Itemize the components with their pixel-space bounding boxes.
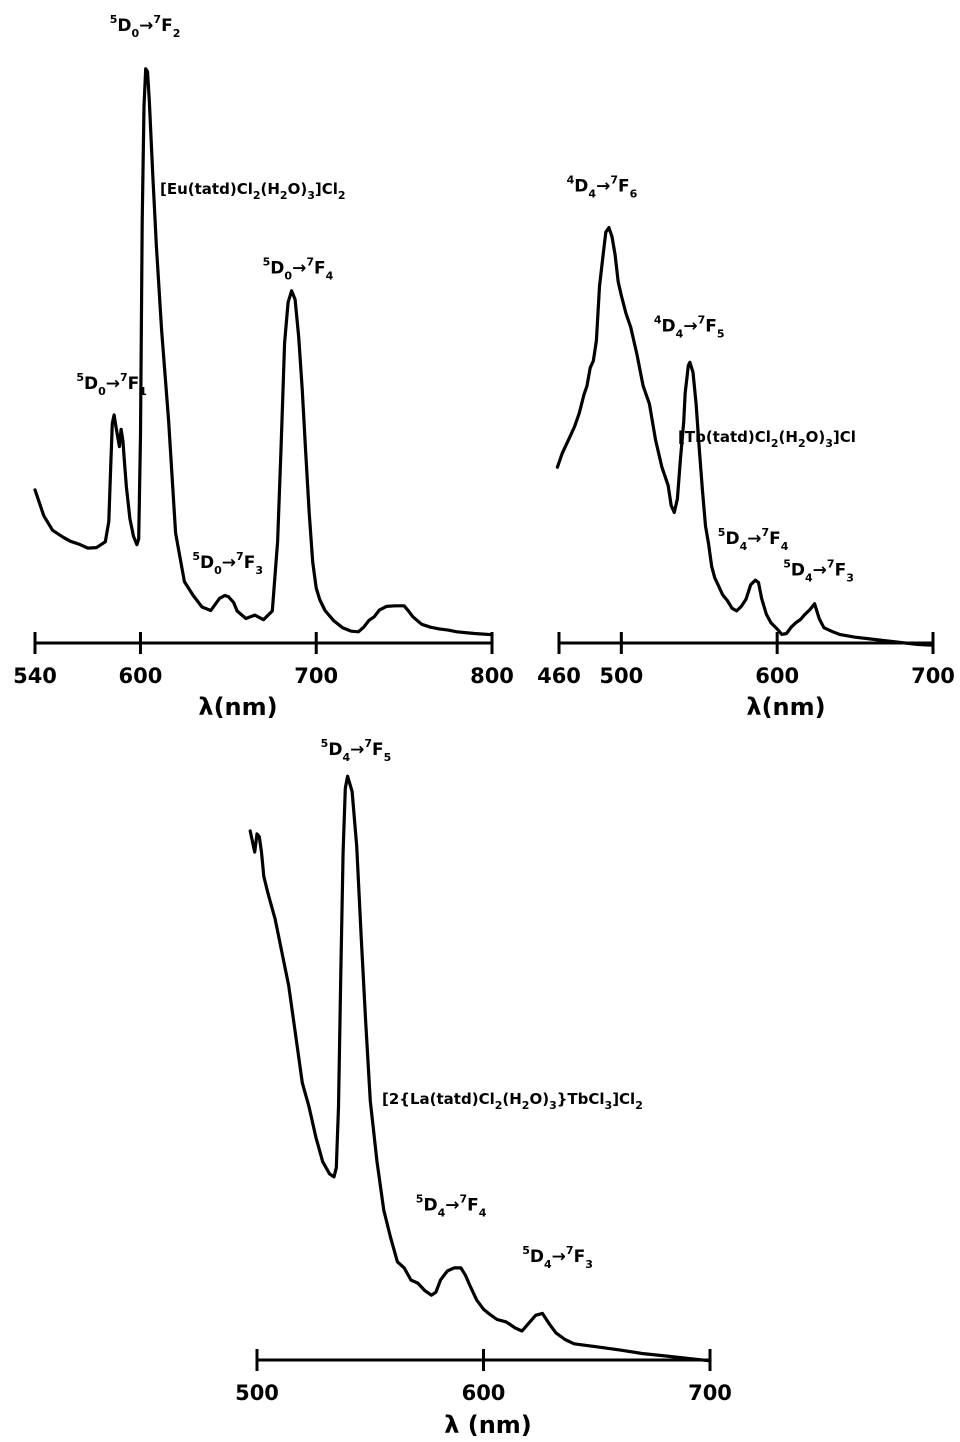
- chart-panel-la-tb: 500 600 700 λ (nm) [2{La(tatd)Cl2​(H2​O)3​}T…: [235, 737, 732, 1439]
- compound-label: [Eu(tatd)Cl2​(H2​O)3​]Cl2​: [160, 180, 346, 202]
- x-tick-label: 700: [688, 1381, 732, 1405]
- transition-label: 5D0→7F1: [76, 371, 147, 398]
- transition-label: 5D4→7F5: [321, 737, 392, 764]
- chart-panel-eu: 540 600 700 800 λ(nm) [Eu(tatd)Cl2​(H2​O)3​]C…: [13, 13, 514, 721]
- x-tick-label: 500: [599, 664, 643, 688]
- x-tick-label: 700: [294, 664, 338, 688]
- transition-label: 5D4→7F4: [416, 1192, 487, 1219]
- compound-label: [Tb(tatd)Cl2​(H2​O)3​]Cl: [678, 428, 856, 450]
- transition-label: 4D4→7F6: [567, 173, 638, 200]
- x-tick-label: 800: [470, 664, 514, 688]
- transition-label: 5D4→7F3: [522, 1244, 593, 1271]
- x-tick-label: 500: [235, 1381, 279, 1405]
- x-tick-label: 600: [119, 664, 163, 688]
- x-axis-title: λ(nm): [746, 693, 825, 721]
- spectrum-line: [248, 774, 712, 1363]
- transition-label: 5D0→7F3: [192, 550, 263, 577]
- x-axis-title: λ(nm): [198, 693, 277, 721]
- transition-label: 5D4→7F3: [783, 558, 854, 585]
- chart-panel-tb: 460 500 600 700 λ(nm) [Tb(tatd)Cl2​(H2​O)3​]C…: [537, 173, 955, 721]
- x-tick-label: 600: [755, 664, 799, 688]
- x-tick-label: 700: [911, 664, 955, 688]
- x-tick-label: 460: [537, 664, 581, 688]
- x-axis-title: λ (nm): [444, 1411, 532, 1439]
- compound-label: [2{La(tatd)Cl2​(H2​O)3​}TbCl3​]Cl2​: [382, 1090, 643, 1112]
- x-tick-label: 540: [13, 664, 57, 688]
- transition-label: 5D0→7F2: [110, 13, 181, 40]
- x-tick-label: 600: [462, 1381, 506, 1405]
- transition-label: 5D0→7F4: [263, 255, 334, 282]
- transition-label: 4D4→7F5: [654, 314, 725, 341]
- spectrum-line: [33, 67, 494, 637]
- spectrum-line: [555, 226, 935, 647]
- transition-label: 5D4→7F4: [718, 526, 789, 553]
